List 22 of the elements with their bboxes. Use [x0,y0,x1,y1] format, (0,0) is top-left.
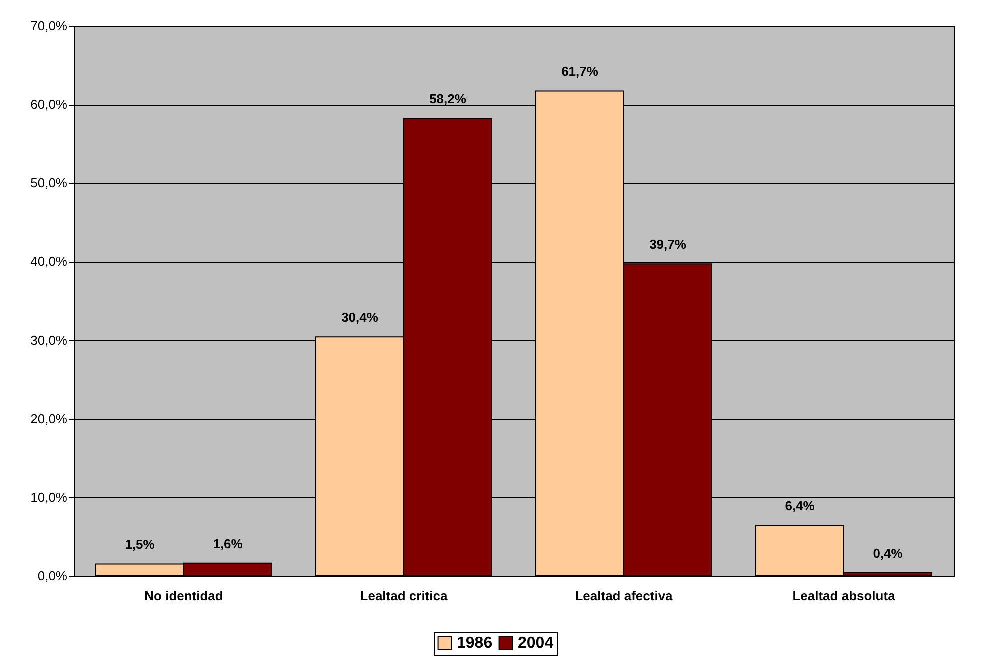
data-label: 1,5% [125,537,156,552]
y-tick-label: 20,0% [30,411,68,426]
data-label: 58,2% [430,92,467,107]
y-tick-label: 60,0% [30,97,68,112]
legend-label: 2004 [518,635,554,652]
data-label: 6,4% [785,498,816,514]
data-label: 61,7% [562,64,599,80]
x-tick-label: Lealtad critica [360,588,448,604]
y-tick-label: 50,0% [30,176,68,191]
x-tick-label: Lealtad afectiva [575,588,674,604]
data-label: 39,7% [650,237,687,252]
data-label: 30,4% [342,310,379,326]
x-tick-label: No identidad [144,588,224,604]
legend-label: 1986 [457,635,493,652]
y-tick-label: 0,0% [38,568,68,584]
y-tick-label: 40,0% [30,254,68,270]
x-tick-label: Lealtad absoluta [792,588,896,604]
y-tick-label: 10,0% [30,490,68,505]
data-label: 0,4% [873,546,904,561]
data-label: 1,6% [213,536,244,552]
y-tick-label: 70,0% [30,18,68,34]
y-tick-label: 30,0% [30,332,68,348]
